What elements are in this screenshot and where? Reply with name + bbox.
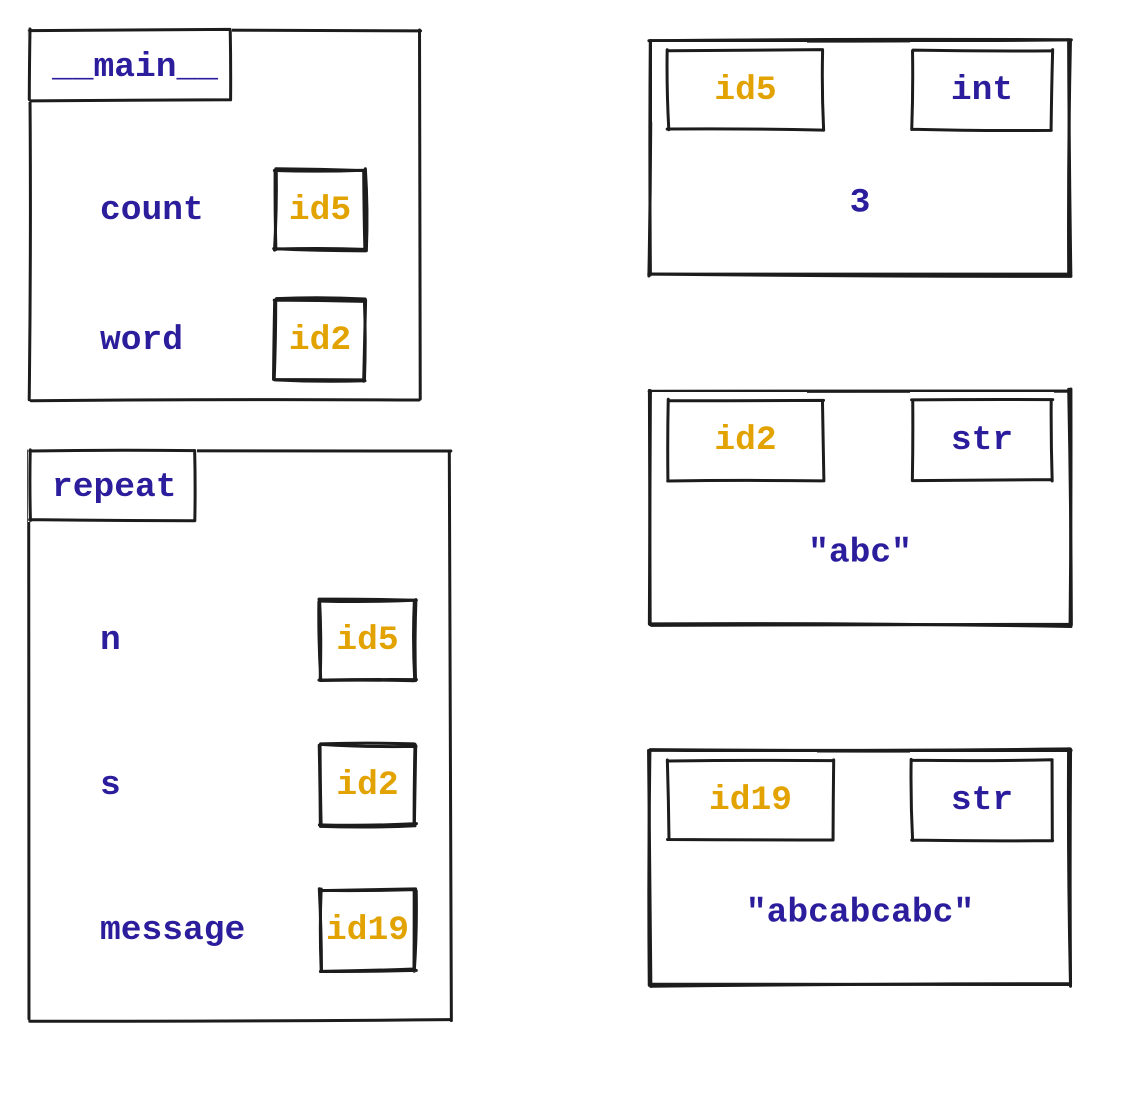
object-type: str — [951, 781, 1013, 820]
frame-repeat: repeat n id5 s id2 message id19 — [28, 448, 451, 1021]
var-ref: id5 — [336, 621, 398, 660]
object-type: str — [951, 421, 1013, 460]
object-id19: id19 str "abcabcabc" — [649, 749, 1072, 987]
object-value: "abcabcabc" — [746, 894, 974, 933]
object-id2: id2 str "abc" — [649, 389, 1071, 626]
object-id: id5 — [714, 71, 776, 110]
var-name: s — [100, 766, 121, 805]
frame-main: __main__count id5 word id2 — [28, 28, 421, 401]
var-name: word — [100, 321, 183, 360]
var-ref: id2 — [336, 766, 398, 805]
var-name: n — [100, 621, 121, 660]
object-id: id19 — [709, 781, 792, 820]
var-name: count — [100, 191, 204, 230]
var-name: message — [100, 911, 245, 950]
object-type: int — [951, 71, 1013, 110]
object-id5: id5 int 3 — [649, 39, 1072, 276]
object-id: id2 — [714, 421, 776, 460]
object-value: 3 — [850, 184, 871, 223]
frame-title: repeat — [52, 468, 177, 507]
object-value: "abc" — [808, 534, 912, 573]
var-ref: id19 — [326, 911, 409, 950]
var-ref: id2 — [289, 321, 351, 360]
frame-title: __main__ — [51, 48, 218, 87]
var-ref: id5 — [289, 191, 351, 230]
